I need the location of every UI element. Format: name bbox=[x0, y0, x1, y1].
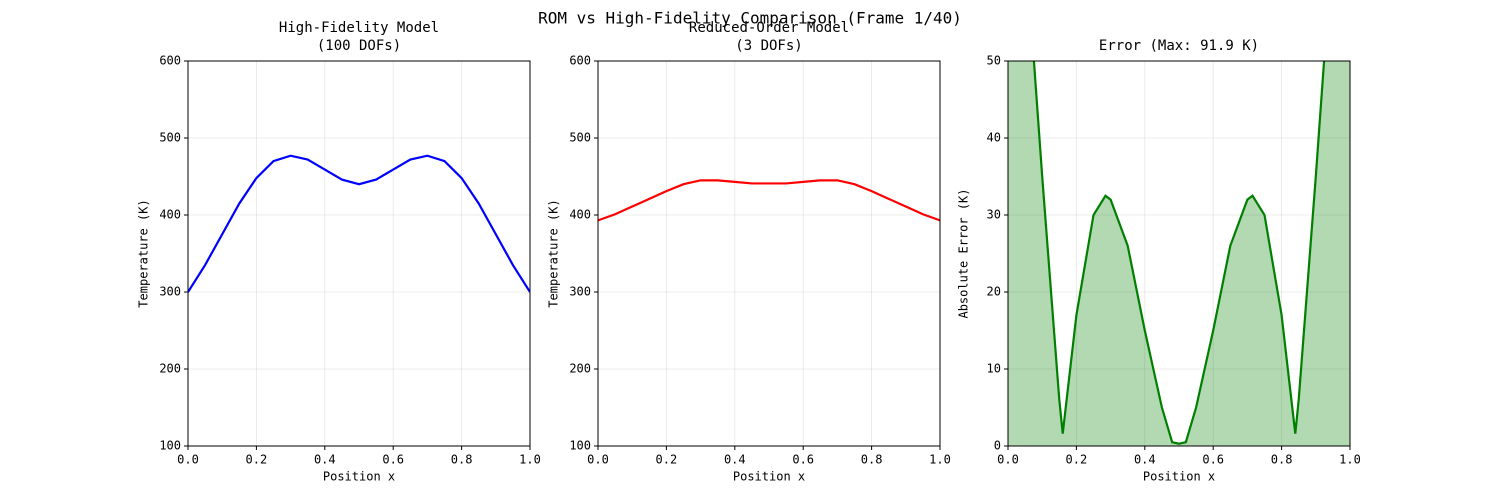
x-tick-label: 0.2 bbox=[246, 453, 268, 467]
axes: 0.0 0.2 0.4 0.6 0.8 1.0 100 200 300 400 500 600 High… bbox=[137, 20, 541, 484]
x-tick-label: 1.0 bbox=[929, 453, 951, 467]
y-tick-label: 200 bbox=[159, 362, 181, 376]
x-tick-label: 0.0 bbox=[997, 453, 1019, 467]
x-tick-label: 0.6 bbox=[382, 453, 404, 467]
y-tick-label: 400 bbox=[159, 208, 181, 222]
subplot-title: Reduced-Order Model bbox=[689, 20, 849, 36]
x-tick-label: 0.6 bbox=[792, 453, 814, 467]
subplot-title: (3 DOFs) bbox=[735, 38, 802, 54]
x-tick-label: 0.4 bbox=[314, 453, 336, 467]
x-tick-label: 0.8 bbox=[861, 453, 883, 467]
subplot-title: (100 DOFs) bbox=[317, 38, 401, 54]
x-axis-label: Position x bbox=[1143, 470, 1215, 484]
x-tick-label: 0.6 bbox=[1202, 453, 1224, 467]
x-tick-label: 0.0 bbox=[587, 453, 609, 467]
x-tick-label: 1.0 bbox=[519, 453, 541, 467]
error-area bbox=[1008, 61, 1350, 446]
figure-title: ROM vs High-Fidelity Comparison (Frame 1… bbox=[538, 9, 962, 28]
x-tick-label: 0.8 bbox=[1271, 453, 1293, 467]
y-tick-label: 50 bbox=[987, 54, 1001, 68]
y-axis-label: Absolute Error (K) bbox=[957, 188, 971, 318]
plot-area bbox=[598, 179, 940, 222]
y-tick-label: 500 bbox=[159, 131, 181, 145]
subplot-title: Error (Max: 91.9 K) bbox=[1099, 38, 1259, 54]
axes: 0.0 0.2 0.4 0.6 0.8 1.0 100 200 300 400 500 600 Redu… bbox=[547, 20, 951, 484]
x-tick-label: 0.0 bbox=[177, 453, 199, 467]
y-axis-label: Temperature (K) bbox=[137, 199, 151, 307]
y-tick-label: 500 bbox=[569, 131, 591, 145]
x-axis-label: Position x bbox=[733, 470, 805, 484]
x-tick-label: 0.4 bbox=[1134, 453, 1156, 467]
plot-area bbox=[188, 154, 530, 293]
line bbox=[1032, 61, 1326, 445]
y-tick-label: 200 bbox=[569, 362, 591, 376]
y-tick-label: 300 bbox=[569, 285, 591, 299]
y-tick-label: 20 bbox=[987, 285, 1001, 299]
y-tick-label: 40 bbox=[987, 131, 1001, 145]
x-tick-label: 0.2 bbox=[656, 453, 678, 467]
y-tick-label: 400 bbox=[569, 208, 591, 222]
x-axis-label: Position x bbox=[323, 470, 395, 484]
subplot-title: High-Fidelity Model bbox=[279, 20, 439, 36]
axes-frame bbox=[597, 60, 941, 447]
axes-frame bbox=[187, 60, 531, 447]
y-tick-label: 0 bbox=[994, 439, 1001, 453]
line bbox=[188, 154, 530, 293]
y-tick-label: 10 bbox=[987, 362, 1001, 376]
y-tick-label: 600 bbox=[569, 54, 591, 68]
plot-area bbox=[1008, 61, 1350, 446]
line bbox=[598, 179, 940, 222]
y-tick-label: 100 bbox=[159, 439, 181, 453]
x-tick-label: 0.4 bbox=[724, 453, 746, 467]
axes-frame bbox=[1007, 60, 1351, 447]
y-axis-label: Temperature (K) bbox=[547, 199, 561, 307]
x-tick-label: 1.0 bbox=[1339, 453, 1361, 467]
axes: 0.0 0.2 0.4 0.6 0.8 1.0 0 10 20 30 40 50 Error (Max:… bbox=[957, 38, 1361, 484]
x-tick-label: 0.8 bbox=[451, 453, 473, 467]
y-tick-label: 300 bbox=[159, 285, 181, 299]
y-tick-label: 100 bbox=[569, 439, 591, 453]
x-tick-label: 0.2 bbox=[1066, 453, 1088, 467]
y-tick-label: 600 bbox=[159, 54, 181, 68]
y-tick-label: 30 bbox=[987, 208, 1001, 222]
